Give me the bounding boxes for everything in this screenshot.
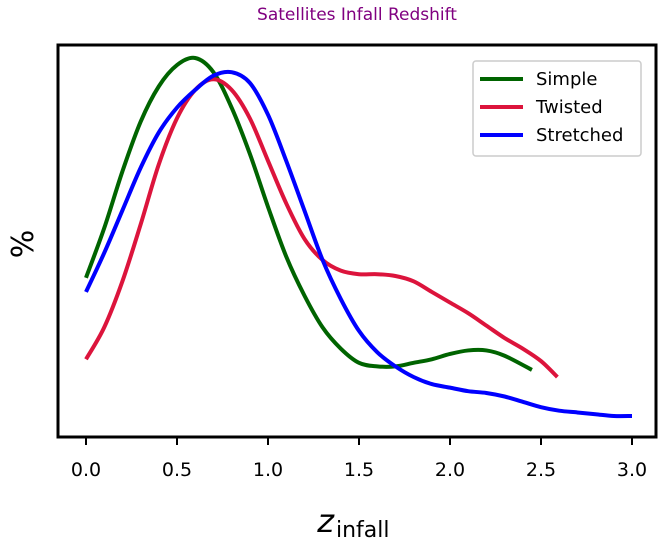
legend-box (472, 60, 642, 157)
x-tick-label: 0.0 (71, 459, 101, 481)
x-tick-label: 1.5 (344, 459, 374, 481)
series-layer (84, 55, 633, 419)
plot-frame (56, 43, 658, 439)
x-axis-label-subscript: infall (336, 518, 390, 539)
x-axis-label: z infall (316, 502, 389, 539)
series-line-simple (84, 55, 533, 372)
x-axis-label-main: z (316, 502, 335, 539)
x-tick-label: 2.0 (435, 459, 465, 481)
legend-label-twisted: Twisted (535, 97, 603, 118)
series-line-stretched (84, 69, 633, 419)
x-tick-label: 0.5 (162, 459, 192, 481)
legend-label-simple: Simple (536, 69, 597, 90)
x-tick-label: 2.5 (526, 459, 556, 481)
legend-label-stretched: Stretched (536, 125, 623, 146)
x-tick-label: 1.0 (253, 459, 283, 481)
chart-title: Satellites Infall Redshift (257, 5, 457, 25)
y-axis-label: % (6, 230, 41, 259)
legend: Simple Twisted Stretched (472, 60, 642, 157)
x-axis-ticks: 0.0 0.5 1.0 1.5 2.0 2.5 3.0 (71, 437, 647, 481)
x-tick-label: 3.0 (617, 459, 647, 481)
